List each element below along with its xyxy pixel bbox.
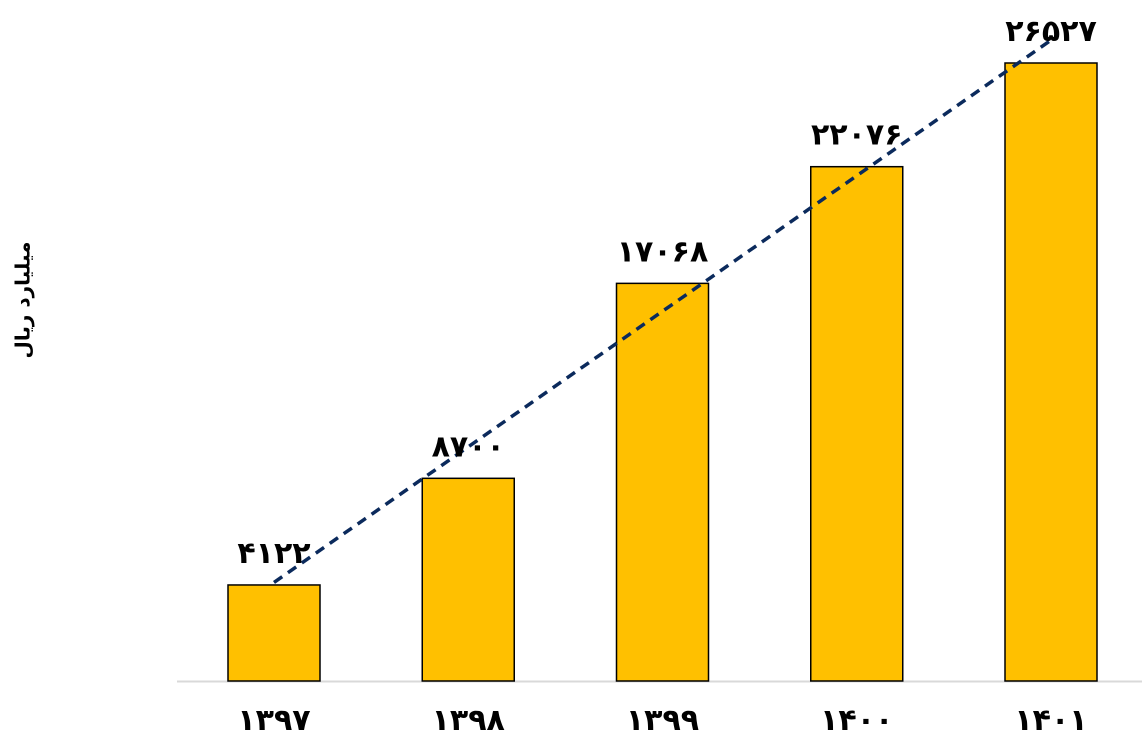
data-label: ۱۷۰۶۸ — [617, 234, 709, 269]
bars-layer — [177, 62, 1142, 683]
data-label: ۸۷۰۰ — [432, 429, 505, 464]
bar — [810, 165, 904, 682]
x-tick-label: ۱۳۹۷ — [237, 703, 310, 734]
trendline-layer — [272, 38, 1053, 584]
x-tick-label: ۱۳۹۹ — [626, 703, 699, 734]
trendline — [272, 38, 1053, 584]
bar — [615, 282, 710, 682]
data-label: ۲۶۵۲۷ — [1005, 14, 1097, 49]
x-tick-label: ۱۴۰۰ — [820, 703, 893, 734]
bar — [421, 477, 515, 682]
bar — [227, 584, 321, 682]
y-axis-label: میلیارد ریال — [10, 241, 35, 359]
x-tick-label: ۱۳۹۸ — [432, 703, 505, 734]
labels-layer: ۴۱۲۲ ۱۳۹۷ ۸۷۰۰ ۱۳۹۸ ۱۷۰۶۸ ۱۳۹۹ ۲۲۰۷۶ ۱۴۰۰ ۲۶۵۲۷ ۱… — [237, 14, 1097, 738]
data-label: ۴۱۲۲ — [237, 536, 310, 571]
data-label: ۲۲۰۷۶ — [811, 118, 903, 153]
bar — [1004, 62, 1098, 682]
y-axis-label-wrapper: میلیارد ریال — [2, 220, 42, 380]
x-tick-label: ۱۴۰۱ — [1014, 703, 1087, 734]
